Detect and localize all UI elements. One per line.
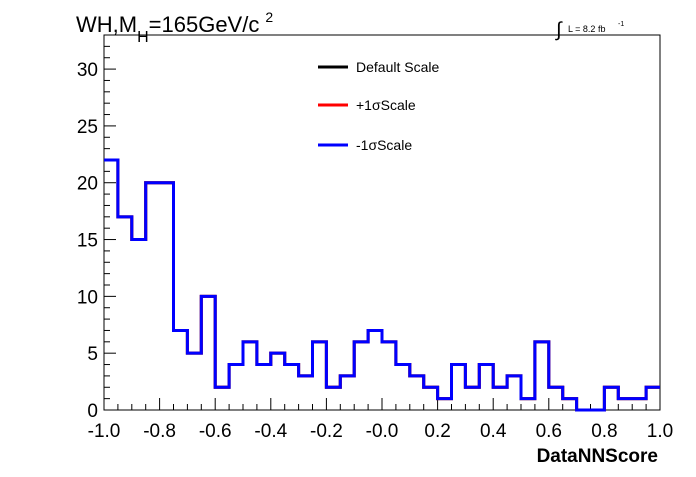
x-tick-label: -0.2 — [310, 421, 343, 442]
y-tick-label: 0 — [87, 401, 98, 422]
series-line-0 — [104, 158, 660, 412]
y-tick-label: 30 — [77, 60, 98, 81]
x-tick-label: -1.0 — [88, 421, 121, 442]
legend-label: -1σScale — [356, 137, 412, 153]
legend-label: Default Scale — [356, 59, 439, 75]
y-tick-label: 20 — [77, 174, 98, 195]
x-axis-label: DataNNScore — [537, 446, 658, 467]
x-tick-label: -0.0 — [366, 421, 399, 442]
x-tick-label: 1.0 — [647, 421, 673, 442]
x-axis: -1.0 -0.8 -0.6 -0.4 -0.2 -0.0 0.2 0.4 0.6 0.8 1.0 — [88, 398, 673, 442]
y-tick-label: 5 — [87, 344, 98, 365]
x-tick-label: 0.6 — [536, 421, 562, 442]
x-tick-label: 0.2 — [424, 421, 450, 442]
x-tick-label: -0.4 — [254, 421, 287, 442]
y-tick-label: 10 — [77, 287, 98, 308]
y-tick-label: 25 — [77, 117, 98, 138]
x-tick-label: 0.4 — [480, 421, 507, 442]
luminosity-text: L = 8.2 fb — [568, 24, 605, 34]
y-tick-label: 15 — [77, 231, 98, 252]
integral-symbol: ∫ — [555, 19, 563, 41]
x-tick-label: -0.6 — [199, 421, 232, 442]
series-line-1 — [104, 158, 660, 412]
legend-label: +1σScale — [356, 97, 416, 113]
luminosity-label: ∫ L = 8.2 fb -1 — [555, 19, 624, 41]
chart-title: WH,MH=165GeV/c 2 — [76, 9, 273, 46]
series-layer — [104, 158, 660, 412]
y-axis: 0 5 10 15 20 25 30 — [77, 34, 116, 422]
luminosity-unit-sup: -1 — [618, 21, 624, 28]
x-tick-label: 0.8 — [591, 421, 617, 442]
x-tick-label: -0.8 — [143, 421, 176, 442]
series-line-2 — [104, 158, 660, 412]
legend: Default Scale +1σScale -1σScale — [318, 59, 439, 153]
